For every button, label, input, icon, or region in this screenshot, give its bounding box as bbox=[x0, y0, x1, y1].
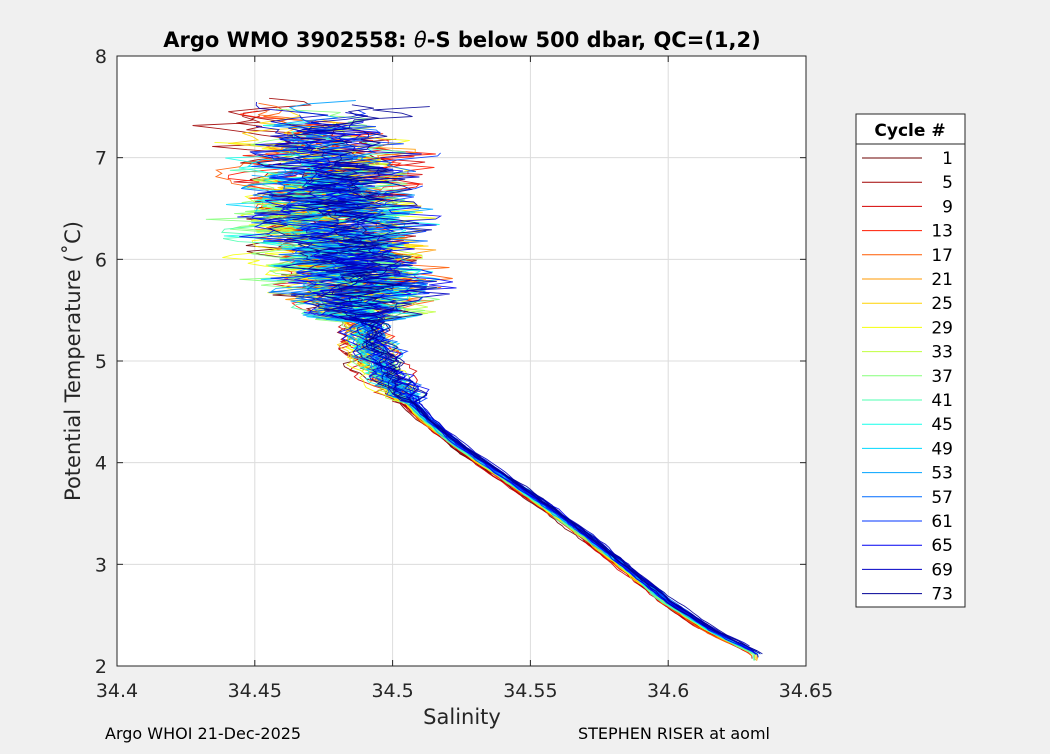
x-axis-ticks: 34.4 34.45 34.5 34.55 34.6 34.65 bbox=[96, 56, 833, 702]
y-axis-ticks: 2 3 4 5 6 7 8 bbox=[95, 46, 806, 678]
profile-lines bbox=[192, 97, 763, 662]
legend-label-5: 5 bbox=[942, 173, 953, 193]
legend-label-21: 21 bbox=[931, 270, 953, 290]
legend: Cycle # 1 5 9 13 17 21 25 29 33 37 41 45 49 53 57 61 65 6… bbox=[855, 113, 966, 608]
x-tick-label: 34.55 bbox=[503, 680, 557, 702]
profile-line-cycle-73 bbox=[297, 175, 763, 655]
legend-items: 1 5 9 13 17 21 25 29 33 37 41 45 49 53 57 61 65 69 73 bbox=[862, 149, 953, 605]
legend-label-41: 41 bbox=[931, 391, 953, 411]
profile-line-cycle-73 bbox=[293, 104, 749, 647]
profile-line-cycle-69 bbox=[255, 101, 707, 627]
y-tick-label: 5 bbox=[95, 351, 107, 373]
legend-label-49: 49 bbox=[931, 439, 953, 459]
legend-label-25: 25 bbox=[931, 294, 953, 314]
x-tick-label: 34.65 bbox=[779, 680, 833, 702]
legend-label-73: 73 bbox=[931, 585, 953, 605]
chart-title-prefix: Argo WMO 3902558: bbox=[163, 28, 414, 52]
legend-label-13: 13 bbox=[931, 222, 953, 242]
legend-label-69: 69 bbox=[931, 560, 953, 580]
x-tick-label: 34.4 bbox=[96, 680, 138, 702]
y-axis-label: Potential Temperature (˚C) bbox=[61, 221, 85, 501]
footer-right: STEPHEN RISER at aoml bbox=[578, 724, 770, 743]
legend-label-33: 33 bbox=[931, 343, 953, 363]
footer-left: Argo WHOI 21-Dec-2025 bbox=[105, 724, 302, 743]
legend-label-53: 53 bbox=[931, 464, 953, 484]
y-tick-label: 4 bbox=[95, 453, 107, 475]
legend-label-9: 9 bbox=[942, 197, 953, 217]
legend-title: Cycle # bbox=[874, 121, 945, 141]
x-tick-label: 34.6 bbox=[647, 680, 689, 702]
y-tick-label: 6 bbox=[95, 249, 107, 271]
y-tick-label: 8 bbox=[95, 46, 107, 68]
y-tick-label: 7 bbox=[95, 148, 107, 170]
profile-line-cycle-65 bbox=[249, 121, 755, 652]
x-axis-label: Salinity bbox=[423, 705, 501, 729]
x-tick-label: 34.5 bbox=[371, 680, 413, 702]
legend-label-29: 29 bbox=[931, 318, 953, 338]
legend-box bbox=[855, 113, 966, 608]
legend-label-57: 57 bbox=[931, 488, 953, 508]
chart-title-symbol: θ bbox=[414, 28, 427, 52]
y-tick-label: 3 bbox=[95, 554, 107, 576]
legend-label-37: 37 bbox=[931, 367, 953, 387]
legend-label-65: 65 bbox=[931, 536, 953, 556]
profile-line-cycle-73 bbox=[281, 158, 761, 654]
chart-title: Argo WMO 3902558: θ-S below 500 dbar, QC… bbox=[163, 28, 760, 52]
chart-title-suffix: -S below 500 dbar, QC=(1,2) bbox=[427, 28, 761, 52]
y-tick-label: 2 bbox=[95, 656, 107, 678]
x-tick-label: 34.45 bbox=[228, 680, 282, 702]
legend-label-1: 1 bbox=[942, 149, 953, 169]
legend-label-17: 17 bbox=[931, 246, 953, 266]
legend-label-61: 61 bbox=[931, 512, 953, 532]
legend-label-45: 45 bbox=[931, 415, 953, 435]
